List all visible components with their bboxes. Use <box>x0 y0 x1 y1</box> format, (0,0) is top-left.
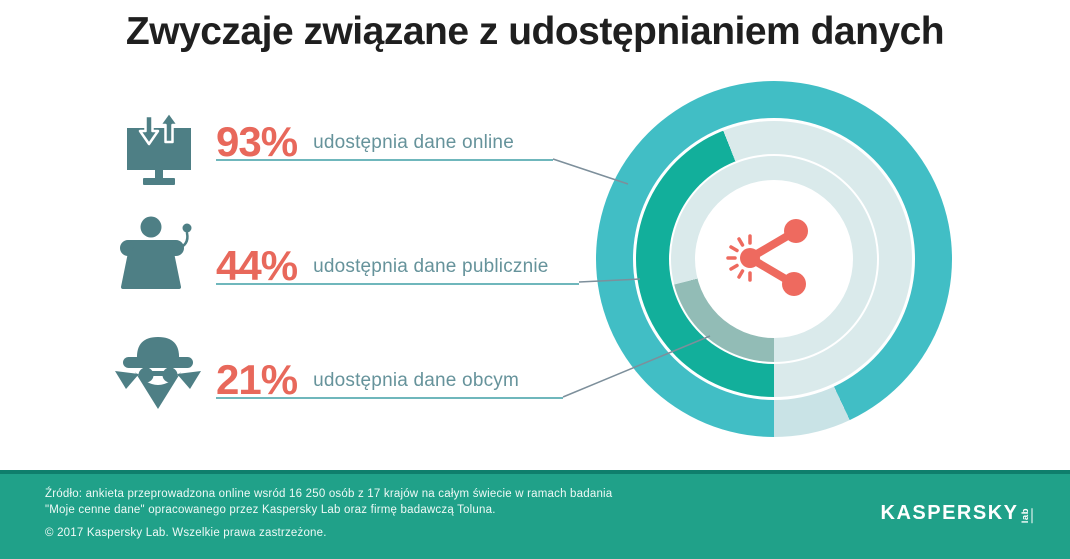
donut-center <box>695 180 853 338</box>
stat-row-public: 44% udostępnia dane publicznie <box>216 241 579 289</box>
source-line-1: Źródło: ankieta przeprowadzona online ws… <box>45 488 613 500</box>
footer-top-strip <box>0 470 1070 474</box>
stat-row-online: 93% udostępnia dane online <box>216 117 553 165</box>
brand-lab-suffix: lab <box>1019 507 1032 523</box>
speaker-podium-icon <box>116 215 194 296</box>
brand-name: KASPERSKY <box>880 502 1019 524</box>
stat-value: 21% <box>216 355 298 403</box>
stat-value: 44% <box>216 241 298 289</box>
stat-value: 93% <box>216 117 298 165</box>
page-title: Zwyczaje związane z udostępnianiem danyc… <box>125 10 945 53</box>
stat-row-strangers: 21% udostępnia dane obcym <box>216 355 563 403</box>
stat-label: udostępnia dane publicznie <box>313 256 549 277</box>
footer: Źródło: ankieta przeprowadzona online ws… <box>0 470 1070 559</box>
copyright-text: © 2017 Kaspersky Lab. Wszelkie prawa zas… <box>45 527 327 539</box>
source-text: Źródło: ankieta przeprowadzona online ws… <box>45 486 612 518</box>
source-line-2: "Moje cenne dane" opracowanego przez Kas… <box>45 504 496 516</box>
donut-chart <box>596 81 952 437</box>
stat-label: udostępnia dane obcym <box>313 370 520 391</box>
monitor-data-transfer-icon <box>127 111 191 191</box>
spy-icon <box>111 329 205 418</box>
stat-label: udostępnia dane online <box>313 132 514 153</box>
kaspersky-logo: KASPERSKY lab <box>881 503 1032 523</box>
share-icon <box>716 205 832 314</box>
